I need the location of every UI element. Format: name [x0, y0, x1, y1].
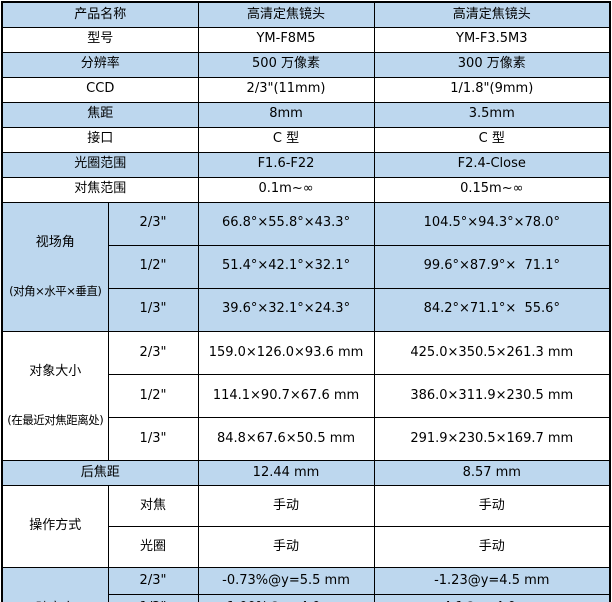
row-label-mount: 接口	[1, 126, 199, 153]
row-label-product-name: 产品名称	[1, 1, 199, 28]
value-cell-col2: 104.5°×94.3°×78.0°	[373, 201, 611, 246]
table-row: 分辨率 500 万像素 300 万像素	[1, 51, 611, 78]
value-cell-col1: -1.00%@y=4.0 mm	[197, 594, 375, 602]
table-row: 操作方式 对焦 手动 手动	[1, 484, 611, 569]
value-cell-col1: 高清定焦镜头	[197, 1, 375, 28]
table-row: CCD 2/3"(11mm) 1/1.8"(9mm)	[1, 76, 611, 103]
sub-label-cell: 光圈	[107, 525, 199, 569]
table-row: 1/3" 84.8×67.6×50.5 mm 291.9×230.5×169.7…	[2, 416, 611, 461]
value-cell-col1: 手动	[197, 484, 375, 527]
value-cell-col1: F1.6-F22	[197, 151, 375, 178]
value-cell-col1: 手动	[197, 525, 375, 569]
group-label-object-size: 对象大小 (在最近对焦距离处)	[1, 330, 109, 461]
table-row: 畸变率 2/3" -0.73%@y=5.5 mm -1.23@y=4.5 mm	[1, 566, 611, 602]
table-row: 光圈 手动 手动	[2, 525, 611, 569]
value-cell-col2: 高清定焦镜头	[373, 1, 611, 28]
value-cell-col1: 12.44 mm	[197, 459, 375, 486]
table-row: 1/3" 39.6°×32.1°×24.3° 84.2°×71.1°× 55.6…	[2, 287, 611, 332]
value-cell-col2: 8.57 mm	[373, 459, 611, 486]
value-cell-col1: 159.0×126.0×93.6 mm	[197, 330, 375, 375]
table-row: 接口 C 型 C 型	[1, 126, 611, 153]
table-row: 焦距 8mm 3.5mm	[1, 101, 611, 128]
group-label-line2: (在最近对焦距离处)	[7, 412, 104, 427]
row-label-ccd: CCD	[1, 76, 199, 103]
value-cell-col2: 425.0×350.5×261.3 mm	[373, 330, 611, 375]
sub-label-cell: 2/3"	[107, 330, 199, 375]
value-cell-col2: -4.1@y=4.0 mm	[373, 594, 611, 602]
value-cell-col1: 114.1×90.7×67.6 mm	[197, 373, 375, 418]
group-label-line1: 操作方式	[29, 518, 82, 534]
sub-label-cell: 1/2"	[107, 244, 199, 289]
value-cell-col1: 500 万像素	[197, 51, 375, 78]
group-label-line1: 对象大小	[29, 364, 82, 380]
value-cell-col1: 8mm	[197, 101, 375, 128]
table-row: 视场角 (对角×水平×垂直) 2/3" 66.8°×55.8°×43.3° 10…	[1, 201, 611, 332]
sub-label-cell: 对焦	[107, 484, 199, 527]
row-label-model: 型号	[1, 26, 199, 53]
value-cell-col2: 手动	[373, 484, 611, 527]
value-cell-col2: 3.5mm	[373, 101, 611, 128]
value-cell-col1: 0.1m~∞	[197, 176, 375, 203]
table-row: 1/2" 114.1×90.7×67.6 mm 386.0×311.9×230.…	[2, 373, 611, 418]
value-cell-col1: 66.8°×55.8°×43.3°	[197, 201, 375, 246]
value-cell-col1: C 型	[197, 126, 375, 153]
value-cell-col2: -1.23@y=4.5 mm	[373, 566, 611, 596]
value-cell-col2: 291.9×230.5×169.7 mm	[373, 416, 611, 461]
value-cell-col2: 0.15m~∞	[373, 176, 611, 203]
sub-label-cell: 2/3"	[107, 566, 199, 596]
value-cell-col2: 99.6°×87.9°× 71.1°	[373, 244, 611, 289]
value-cell-col1: 84.8×67.6×50.5 mm	[197, 416, 375, 461]
value-cell-col1: YM-F8M5	[197, 26, 375, 53]
value-cell-col2: 手动	[373, 525, 611, 569]
row-label-iris-range: 光圈范围	[1, 151, 199, 178]
table-row: 1/2" -1.00%@y=4.0 mm -4.1@y=4.0 mm	[2, 594, 611, 602]
value-cell-col2: F2.4-Close	[373, 151, 611, 178]
sub-label-cell: 1/3"	[107, 416, 199, 461]
group-label-operation: 操作方式	[1, 484, 109, 569]
value-cell-col2: 1/1.8"(9mm)	[373, 76, 611, 103]
value-cell-col2: YM-F3.5M3	[373, 26, 611, 53]
sub-label-cell: 1/2"	[107, 373, 199, 418]
table-row: 后焦距 12.44 mm 8.57 mm	[1, 459, 611, 486]
group-label-line2: (对角×水平×垂直)	[9, 283, 102, 298]
value-cell-col2: C 型	[373, 126, 611, 153]
table-row: 产品名称 高清定焦镜头 高清定焦镜头	[1, 1, 611, 28]
group-label-distortion: 畸变率	[1, 566, 109, 602]
row-label-focal-length: 焦距	[1, 101, 199, 128]
value-cell-col1: 39.6°×32.1°×24.3°	[197, 287, 375, 332]
table-row: 对焦范围 0.1m~∞ 0.15m~∞	[1, 176, 611, 203]
table-row: 对象大小 (在最近对焦距离处) 2/3" 159.0×126.0×93.6 mm…	[1, 330, 611, 461]
sub-label-cell: 1/3"	[107, 287, 199, 332]
row-label-focus-range: 对焦范围	[1, 176, 199, 203]
value-cell-col1: 51.4°×42.1°×32.1°	[197, 244, 375, 289]
group-label-field-of-view: 视场角 (对角×水平×垂直)	[1, 201, 109, 332]
value-cell-col2: 300 万像素	[373, 51, 611, 78]
group-label-line1: 视场角	[35, 235, 75, 250]
table-row: 1/2" 51.4°×42.1°×32.1° 99.6°×87.9°× 71.1…	[2, 244, 611, 289]
table-row: 型号 YM-F8M5 YM-F3.5M3	[1, 26, 611, 53]
value-cell-col2: 386.0×311.9×230.5 mm	[373, 373, 611, 418]
value-cell-col1: -0.73%@y=5.5 mm	[197, 566, 375, 596]
sub-label-cell: 1/2"	[107, 594, 199, 602]
group-label-line1: 畸变率	[5, 601, 106, 602]
table-row: 光圈范围 F1.6-F22 F2.4-Close	[1, 151, 611, 178]
row-label-back-focal: 后焦距	[1, 459, 199, 486]
row-label-resolution: 分辨率	[1, 51, 199, 78]
value-cell-col1: 2/3"(11mm)	[197, 76, 375, 103]
sub-label-cell: 2/3"	[107, 201, 199, 246]
value-cell-col2: 84.2°×71.1°× 55.6°	[373, 287, 611, 332]
